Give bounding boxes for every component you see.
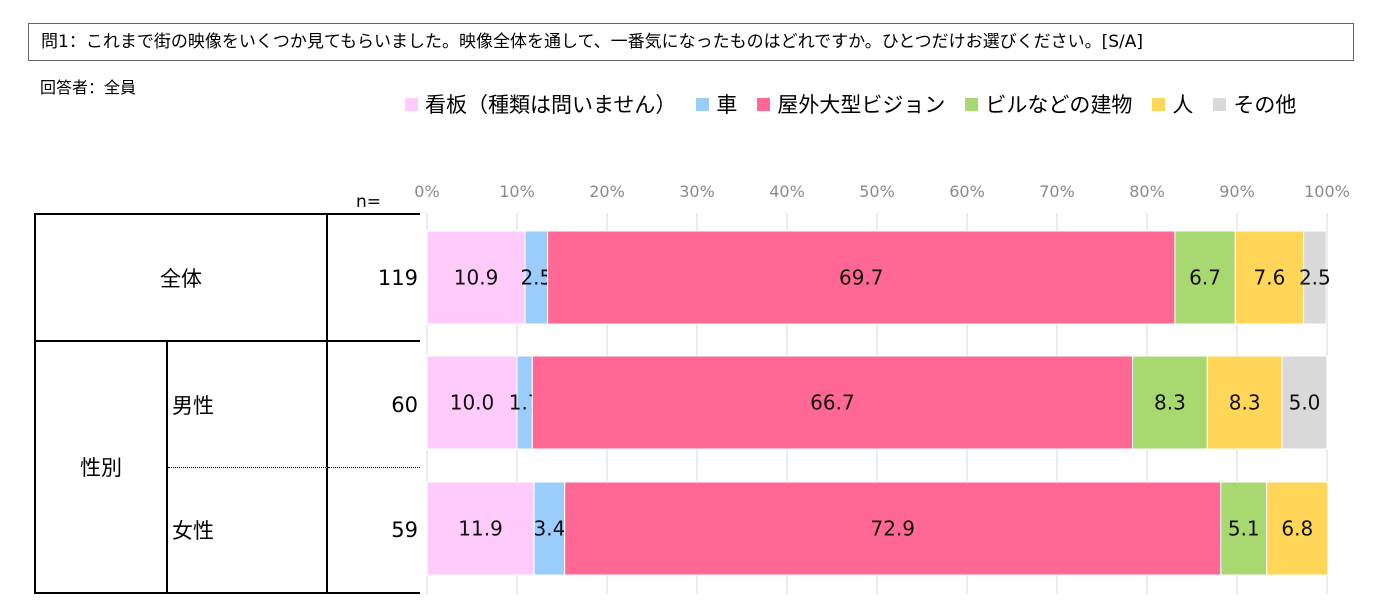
legend-swatch [405,97,418,111]
data-label: 7.6 [1253,266,1285,290]
chart-legend: 看板（種類は問いません） 車 屋外大型ビジョン ビルなどの建物 人 その他 [405,90,1316,118]
bar-segment [1206,355,1283,450]
bar-segment [1174,230,1236,325]
x-tick-label: 40% [769,182,805,201]
stub-cell-n-female: 59 [328,467,420,594]
legend-swatch [1213,97,1227,111]
bar-segment [531,355,1134,450]
legend-swatch [965,97,979,111]
data-label: 8.3 [1229,391,1261,415]
data-label: 10.0 [450,391,495,415]
x-tick-label: 70% [1039,182,1075,201]
legend-swatch [1152,97,1166,111]
legend-item: 看板（種類は問いません） [405,89,676,119]
data-label: 2.5 [1299,266,1331,290]
legend-label: その他 [1233,93,1297,117]
data-label: 8.3 [1154,391,1186,415]
bar-segment [426,230,526,325]
bar-segment [564,481,1222,576]
x-tick-label: 20% [589,182,625,201]
data-label: 6.7 [1189,266,1221,290]
stub-cell-n-male: 60 [328,340,420,467]
bar-segment [1220,481,1268,576]
stub-cell-n-total: 119 [328,213,420,340]
row-n-female: 59 [391,518,418,542]
data-label: 5.1 [1228,517,1260,541]
stub-cell-group: 性別 [34,340,168,594]
data-label: 5.0 [1289,391,1321,415]
legend-item: 車 [696,89,737,119]
bar-segment [426,481,535,576]
data-label: 66.7 [810,391,855,415]
n-header: n= [356,192,382,212]
respondent-label: 回答者：全員 [40,78,137,97]
row-n-male: 60 [391,392,418,417]
legend-label: ビルなどの建物 [985,93,1133,117]
data-label: 2.5 [520,266,552,290]
bar-segment [1266,481,1329,576]
legend-item: 人 [1152,89,1193,119]
data-label: 11.9 [458,517,503,541]
bar-segment [1234,230,1305,325]
x-tick-label: 30% [679,182,715,201]
legend-item: ビルなどの建物 [965,89,1132,119]
question-text: 問1：これまで街の映像をいくつか見てもらいました。映像全体を通して、一番気になっ… [28,23,1354,61]
data-label: 3.4 [533,517,565,541]
bar-segment [547,230,1176,325]
group-label-gender: 性別 [80,456,122,480]
data-label: 69.7 [839,266,884,290]
legend-label: 屋外大型ビジョン [777,93,946,117]
bar-segment [1132,355,1208,450]
bar-segment [426,355,518,450]
x-tick-label: 0% [414,182,439,201]
x-tick-label: 10% [499,182,535,201]
legend-item: その他 [1213,89,1296,119]
stub-cell-male: 男性 [168,340,328,467]
x-tick-label: 50% [859,182,895,201]
legend-swatch [757,97,771,111]
x-tick-label: 90% [1219,182,1255,201]
x-tick-label: 60% [949,182,985,201]
x-tick-label: 100% [1304,182,1350,201]
bar-segment [1303,230,1327,325]
legend-item: 屋外大型ビジョン [757,89,945,119]
legend-label: 車 [716,93,738,117]
legend-label: 看板（種類は問いません） [425,93,677,117]
stub-cell-female: 女性 [168,467,328,594]
data-label: 6.8 [1281,517,1313,541]
row-label-total: 全体 [160,266,202,291]
legend-label: 人 [1172,93,1194,117]
row-n-total: 119 [377,265,418,290]
row-label-female: 女性 [172,519,214,543]
x-tick-label: 80% [1129,182,1165,201]
bar-segment [1281,355,1328,450]
data-label: 10.9 [454,266,499,290]
stub-cell-total: 全体 [34,213,328,340]
bar-segment [533,481,566,576]
legend-swatch [696,97,710,111]
row-label-male: 男性 [172,393,214,418]
data-label: 72.9 [870,517,915,541]
